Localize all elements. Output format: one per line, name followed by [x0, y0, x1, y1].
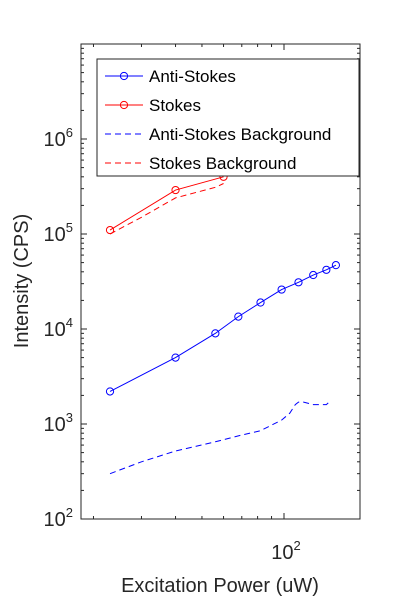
legend-entry: Stokes Background: [105, 154, 296, 173]
data-point: [309, 270, 318, 280]
legend-label: Stokes Background: [149, 154, 296, 173]
legend-entry: Stokes: [105, 96, 201, 115]
series-layer: [105, 172, 340, 475]
data-point: [105, 387, 115, 396]
legend-label: Stokes: [149, 96, 201, 115]
plot-frame: [80, 43, 361, 520]
y-axis-label: Intensity (CPS): [11, 214, 33, 348]
y-tick-label: 105: [44, 220, 73, 246]
axes: 102 102 103 104 105 106: [44, 43, 361, 564]
legend-label: Anti-Stokes Background: [149, 125, 331, 144]
series-stokes-background: [109, 183, 224, 235]
data-point: [322, 265, 331, 274]
series-line: [109, 264, 337, 392]
legend-label: Anti-Stokes: [149, 67, 236, 86]
y-tick-label: 103: [44, 410, 73, 436]
legend-entry: Anti-Stokes Background: [105, 125, 331, 144]
series-line: [109, 176, 224, 231]
data-point: [171, 353, 180, 362]
data-point: [211, 329, 220, 338]
y-tick-label: 106: [44, 125, 73, 151]
y-tick-label: 102: [44, 505, 73, 531]
legend: Anti-Stokes Stokes Anti-Stokes Background S…: [96, 58, 360, 177]
data-point: [171, 185, 180, 195]
series-line: [109, 183, 224, 235]
data-point: [294, 278, 303, 287]
data-point: [234, 312, 243, 321]
x-tick-label: 102: [271, 538, 300, 564]
data-point: [277, 285, 286, 294]
data-point: [256, 298, 265, 307]
legend-box: [96, 58, 360, 177]
legend-marker: [119, 71, 129, 81]
series-anti-stokes: [105, 261, 340, 396]
data-point: [331, 261, 340, 270]
x-axis-label: Excitation Power (uW): [121, 575, 319, 597]
y-tick-label: 104: [44, 315, 73, 341]
legend-entry: Anti-Stokes: [105, 67, 236, 86]
series-line: [109, 400, 331, 475]
series-anti-stokes-background: [109, 400, 331, 475]
legend-marker: [119, 100, 129, 110]
